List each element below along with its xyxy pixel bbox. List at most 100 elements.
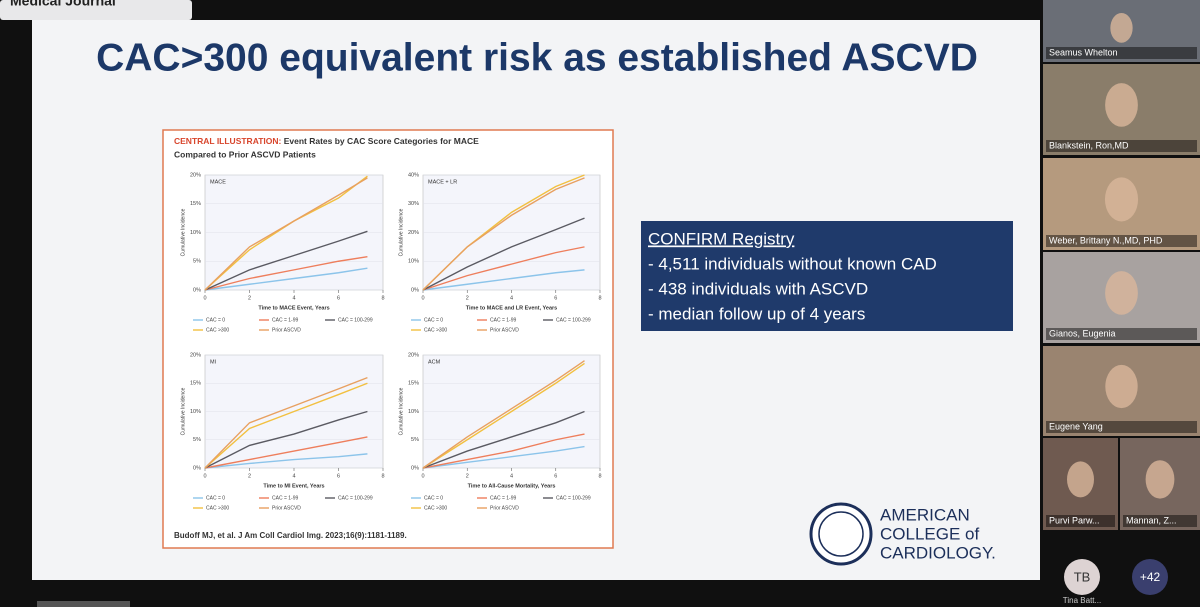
participant-name: Eugene Yang — [1049, 421, 1103, 431]
person — [1105, 83, 1138, 127]
y-axis-label: Cumulative Incidence — [398, 387, 404, 435]
x-tick-label: 4 — [510, 295, 513, 301]
legend-label: CAC = 1-99 — [490, 317, 516, 323]
registry-item: - median follow up of 4 years — [648, 304, 865, 323]
y-tick-label: 20% — [190, 352, 201, 358]
y-tick-label: 0% — [193, 465, 201, 471]
y-axis-label: Cumulative Incidence — [180, 208, 186, 256]
legend-label: Prior ASCVD — [490, 327, 519, 333]
curve — [422, 246, 585, 291]
registry-item: - 4,511 individuals without known CAD — [648, 254, 937, 273]
legend-label: CAC = 100-299 — [338, 317, 373, 323]
legend-label: CAC >300 — [424, 505, 447, 511]
x-tick-label: 0 — [203, 295, 206, 301]
x-axis-label: Time to All-Cause Mortality, Years — [468, 483, 556, 489]
y-tick-label: 15% — [408, 381, 419, 387]
curve — [204, 453, 368, 469]
legend-label: CAC = 0 — [206, 317, 225, 323]
logo-seal — [809, 502, 873, 566]
y-tick-label: 10% — [190, 230, 201, 236]
panel-label: ACM — [428, 359, 441, 365]
logo-line: CARDIOLOGY. — [880, 543, 996, 562]
name-label-bg — [1046, 140, 1197, 152]
y-tick-label: 40% — [408, 172, 419, 178]
x-tick-label: 2 — [248, 295, 251, 301]
legend-label: CAC >300 — [206, 505, 229, 511]
logo-line: AMERICAN — [880, 505, 970, 524]
legend-label: CAC >300 — [206, 327, 229, 333]
heading-label: CENTRAL ILLUSTRATION: — [174, 136, 282, 146]
legend-label: CAC = 1-99 — [272, 317, 298, 323]
y-tick-label: 5% — [411, 437, 419, 443]
name-label-bg — [1046, 235, 1197, 247]
legend-label: CAC >300 — [424, 327, 447, 333]
heading-line: Compared to Prior ASCVD Patients — [174, 149, 316, 159]
slide-title: CAC>300 equivalent risk as established A… — [96, 36, 978, 79]
participant-name: Mannan, Z... — [1126, 515, 1177, 525]
x-tick-label: 8 — [598, 473, 601, 479]
x-tick-label: 2 — [466, 295, 469, 301]
y-tick-label: 15% — [190, 381, 201, 387]
x-tick-label: 0 — [203, 473, 206, 479]
y-tick-label: 0% — [411, 287, 419, 293]
name-label-bg — [1046, 47, 1197, 59]
x-tick-label: 6 — [337, 295, 340, 301]
y-tick-label: 0% — [193, 287, 201, 293]
legend-label: CAC = 0 — [424, 317, 443, 323]
toolbar-stub — [37, 601, 130, 607]
y-axis-label: Cumulative Incidence — [398, 208, 404, 256]
curve — [422, 177, 585, 291]
legend-label: Prior ASCVD — [490, 505, 519, 511]
participant-name: Blankstein, Ron,MD — [1049, 140, 1129, 150]
citation: Budoff MJ, et al. J Am Coll Cardiol Img.… — [174, 531, 407, 540]
curve — [422, 433, 585, 469]
curve — [422, 360, 585, 469]
x-tick-label: 4 — [510, 473, 513, 479]
person — [1104, 177, 1139, 222]
name-label-bg — [1046, 515, 1115, 527]
y-axis-label: Cumulative Incidence — [180, 387, 186, 435]
person — [1105, 364, 1138, 409]
legend-label: CAC = 100-299 — [556, 317, 591, 323]
illustration-heading: CENTRAL ILLUSTRATION: Event Rates by CAC… — [174, 136, 479, 146]
legend-label: CAC = 0 — [424, 495, 443, 501]
legend-label: CAC = 0 — [206, 495, 225, 501]
person — [1145, 460, 1175, 499]
y-tick-label: 5% — [193, 437, 201, 443]
panel-label: MI — [210, 359, 217, 365]
avatar-initials: TB — [1074, 569, 1091, 584]
curve — [422, 269, 585, 291]
x-tick-label: 2 — [248, 473, 251, 479]
y-tick-label: 10% — [408, 409, 419, 415]
x-tick-label: 6 — [554, 295, 557, 301]
registry-title: CONFIRM Registry — [648, 229, 795, 248]
name-label-bg — [1046, 421, 1197, 433]
person — [1110, 13, 1133, 43]
legend-label: Prior ASCVD — [272, 327, 301, 333]
x-tick-label: 8 — [598, 295, 601, 301]
logo-seal-inner — [818, 511, 864, 557]
x-axis-label: Time to MI Event, Years — [263, 483, 324, 489]
heading-line: Event Rates by CAC Score Categories for … — [284, 136, 479, 146]
name-label-bg — [1123, 515, 1197, 527]
x-tick-label: 0 — [421, 295, 424, 301]
y-tick-label: 20% — [408, 352, 419, 358]
more-participants[interactable] — [1132, 559, 1168, 595]
x-tick-label: 8 — [381, 295, 384, 301]
y-tick-label: 5% — [193, 259, 201, 265]
participant-name: Gianos, Eugenia — [1049, 328, 1116, 338]
legend-label: CAC = 1-99 — [490, 495, 516, 501]
participant-name: Weber, Brittany N.,MD, PHD — [1049, 235, 1163, 245]
registry-box — [641, 221, 1013, 331]
participant-name: Seamus Whelton — [1049, 47, 1118, 57]
tab[interactable] — [0, 0, 192, 20]
y-tick-label: 15% — [190, 201, 201, 207]
y-tick-label: 0% — [411, 465, 419, 471]
name-label-bg — [1046, 328, 1197, 340]
more-count: +42 — [1140, 570, 1161, 584]
legend-label: CAC = 100-299 — [556, 495, 591, 501]
legend-label: Prior ASCVD — [272, 505, 301, 511]
person — [1105, 271, 1138, 315]
